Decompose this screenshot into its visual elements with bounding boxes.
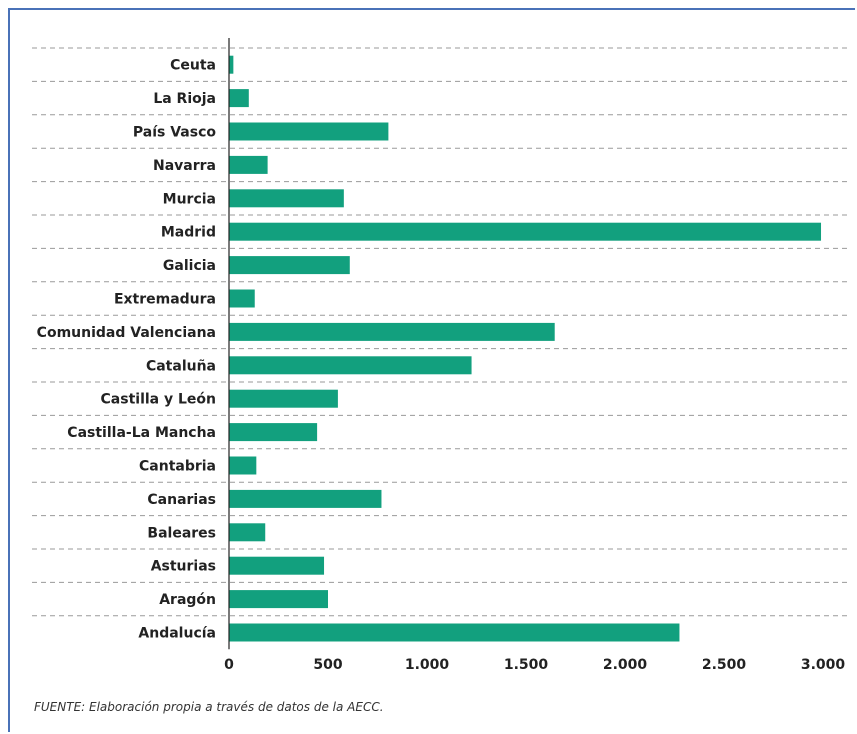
category-label: Castilla y León xyxy=(101,392,216,408)
bar xyxy=(229,289,255,308)
bar xyxy=(229,55,234,74)
category-label: Canarias xyxy=(147,492,216,508)
category-label: Baleares xyxy=(147,525,216,541)
category-label: Asturias xyxy=(151,559,216,575)
bar xyxy=(229,623,680,642)
x-tick-label: 1.500 xyxy=(504,657,549,673)
bar xyxy=(229,356,472,375)
x-tick-label: 2.000 xyxy=(603,657,648,673)
x-tick-label: 3.000 xyxy=(801,657,846,673)
category-label: Aragón xyxy=(159,592,216,608)
source-note: FUENTE: Elaboración propia a través de d… xyxy=(34,700,384,714)
category-label: Murcia xyxy=(163,191,216,207)
category-label: La Rioja xyxy=(153,91,216,107)
bar xyxy=(229,322,555,341)
bars xyxy=(229,55,822,642)
bar xyxy=(229,155,268,174)
bar xyxy=(229,456,257,475)
bar xyxy=(229,222,822,241)
bar xyxy=(229,489,382,508)
category-label: Andalucía xyxy=(138,626,216,642)
bar xyxy=(229,523,266,542)
chart-frame xyxy=(8,8,855,732)
x-tick-label: 1.000 xyxy=(405,657,450,673)
bar xyxy=(229,423,318,442)
bar xyxy=(229,590,328,609)
x-tick-label: 2.500 xyxy=(702,657,747,673)
category-label: Extremadura xyxy=(114,292,216,308)
x-tick-label: 500 xyxy=(313,657,342,673)
category-label: Madrid xyxy=(161,225,216,241)
category-label: Castilla-La Mancha xyxy=(67,425,216,441)
x-tick-labels: 0 500 1.000 1.500 2.000 2.500 3.000 xyxy=(224,657,845,673)
category-label: País Vasco xyxy=(133,125,216,141)
bar xyxy=(229,256,350,275)
bar xyxy=(229,189,344,208)
category-label: Comunidad Valenciana xyxy=(37,325,216,341)
bar xyxy=(229,89,249,108)
category-label: Navarra xyxy=(153,158,216,174)
x-tick-label: 0 xyxy=(224,657,234,673)
bar xyxy=(229,389,338,408)
category-label: Galicia xyxy=(163,258,216,274)
category-label: Cataluña xyxy=(146,358,216,374)
category-label: Ceuta xyxy=(170,58,216,74)
bar xyxy=(229,556,325,575)
gridlines xyxy=(32,47,850,617)
category-labels: Ceuta La Rioja País Vasco Navarra Murcia Madr… xyxy=(37,58,217,642)
category-label: Cantabria xyxy=(139,459,216,475)
bar xyxy=(229,122,389,141)
